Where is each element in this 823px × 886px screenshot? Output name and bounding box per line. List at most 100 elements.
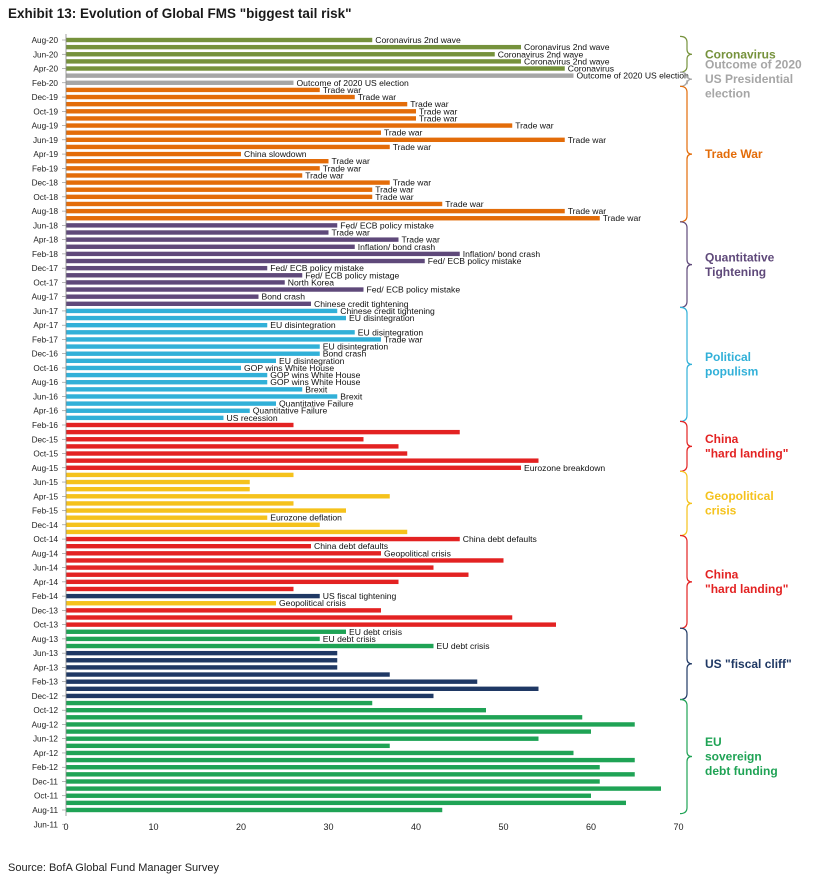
bar-label: Fed/ ECB policy mistage — [305, 270, 399, 280]
bar — [66, 415, 224, 421]
bar-label: Brexit — [305, 384, 328, 394]
bar-label: EU debt crisis — [349, 627, 402, 637]
y-tick-label: Dec-17 — [32, 264, 59, 273]
bar — [66, 216, 600, 221]
y-tick-label: Feb-14 — [32, 592, 58, 601]
bar — [66, 707, 486, 713]
bar — [66, 365, 241, 371]
bar — [66, 380, 268, 385]
group-label: US "fiscal cliff" — [705, 657, 792, 671]
bar-label: Trade war — [375, 192, 414, 202]
bar — [66, 59, 521, 64]
bar — [66, 94, 355, 100]
bar — [66, 772, 635, 777]
y-tick-label: Feb-19 — [32, 164, 58, 173]
bar-label: Fed/ ECB policy mistake — [270, 263, 364, 273]
bar — [66, 608, 381, 613]
bar — [66, 437, 364, 442]
bar — [66, 451, 408, 456]
bar — [66, 536, 460, 542]
group-brace — [679, 420, 693, 472]
bar — [66, 522, 320, 528]
bar-label: Trade war — [358, 92, 397, 102]
bar-label: Coronavirus 2nd wave — [524, 56, 610, 66]
bar-label: China slowdown — [244, 149, 307, 159]
bar-label: Trade war — [393, 178, 432, 188]
bar — [66, 551, 381, 556]
bar — [66, 700, 373, 706]
bar — [66, 151, 241, 157]
y-tick-label: Jun-16 — [33, 392, 58, 401]
bar — [66, 486, 250, 492]
bar-label: Trade war — [375, 185, 414, 195]
bar — [66, 693, 434, 699]
bar — [66, 251, 460, 257]
y-tick-label: Oct-12 — [33, 706, 58, 715]
y-tick-label: Feb-17 — [32, 335, 58, 344]
bar — [66, 586, 294, 592]
bar — [66, 237, 399, 242]
bar — [66, 515, 268, 520]
bar-label: US recession — [227, 413, 278, 423]
y-tick-label: Oct-15 — [33, 450, 58, 459]
y-tick-label: Aug-11 — [32, 806, 58, 815]
bar — [66, 444, 399, 449]
bar — [66, 280, 285, 285]
group-brace — [679, 470, 693, 537]
y-tick-label: Apr-15 — [33, 492, 58, 501]
bar — [66, 208, 565, 214]
y-tick-label: Oct-11 — [34, 792, 58, 801]
group-label: debt funding — [705, 764, 778, 778]
bar — [66, 665, 338, 670]
bar — [66, 116, 416, 121]
bar-label: Trade war — [410, 99, 449, 109]
y-tick-label: Jun-20 — [33, 50, 58, 59]
bar — [66, 123, 513, 128]
group-brace — [679, 221, 693, 308]
bar — [66, 472, 294, 478]
bar — [66, 736, 539, 741]
group-label: Trade War — [705, 147, 763, 161]
bar — [66, 273, 303, 278]
y-tick-label: Oct-19 — [33, 107, 58, 116]
y-tick-label: Jun-15 — [33, 478, 58, 487]
y-tick-label: Apr-12 — [33, 749, 58, 758]
bar-label: Trade war — [332, 228, 371, 238]
bar — [66, 622, 556, 627]
bar — [66, 422, 294, 428]
bar — [66, 137, 565, 143]
bar — [66, 358, 276, 364]
y-tick-label: Feb-12 — [32, 763, 58, 772]
group-label: "hard landing" — [705, 447, 788, 461]
y-tick-label: Oct-17 — [33, 278, 58, 287]
bar-label: EU disintegration — [358, 327, 424, 337]
bar — [66, 686, 539, 691]
bar-label: Inflation/ bond crash — [463, 249, 541, 259]
bar-label: EU disintegration — [270, 320, 336, 330]
bar — [66, 73, 574, 78]
bar — [66, 144, 390, 150]
bar — [66, 401, 276, 406]
bar-label: China debt defaults — [463, 534, 537, 544]
y-tick-label: Apr-18 — [33, 236, 58, 245]
bar-label: EU disintegration — [279, 356, 345, 366]
bar-label: US fiscal tightening — [323, 591, 397, 601]
y-tick-label: Dec-16 — [32, 350, 59, 359]
bar-label: Fed/ ECB policy mistake — [428, 256, 522, 266]
group-label: Coronavirus — [705, 47, 776, 61]
group-label: China — [705, 432, 739, 446]
group-brace — [679, 534, 693, 629]
bar — [66, 372, 268, 378]
y-tick-label: Oct-13 — [33, 621, 58, 630]
x-tick-label: 20 — [236, 822, 246, 832]
bar-label: Trade war — [323, 85, 362, 95]
bar — [66, 187, 373, 192]
bar — [66, 793, 591, 798]
group-brace — [679, 306, 693, 422]
bar — [66, 765, 600, 770]
y-tick-label: Dec-19 — [32, 93, 59, 102]
y-tick-label: Feb-13 — [32, 678, 58, 687]
bar — [66, 101, 408, 107]
group-label: Outcome of 2020 — [705, 58, 802, 72]
